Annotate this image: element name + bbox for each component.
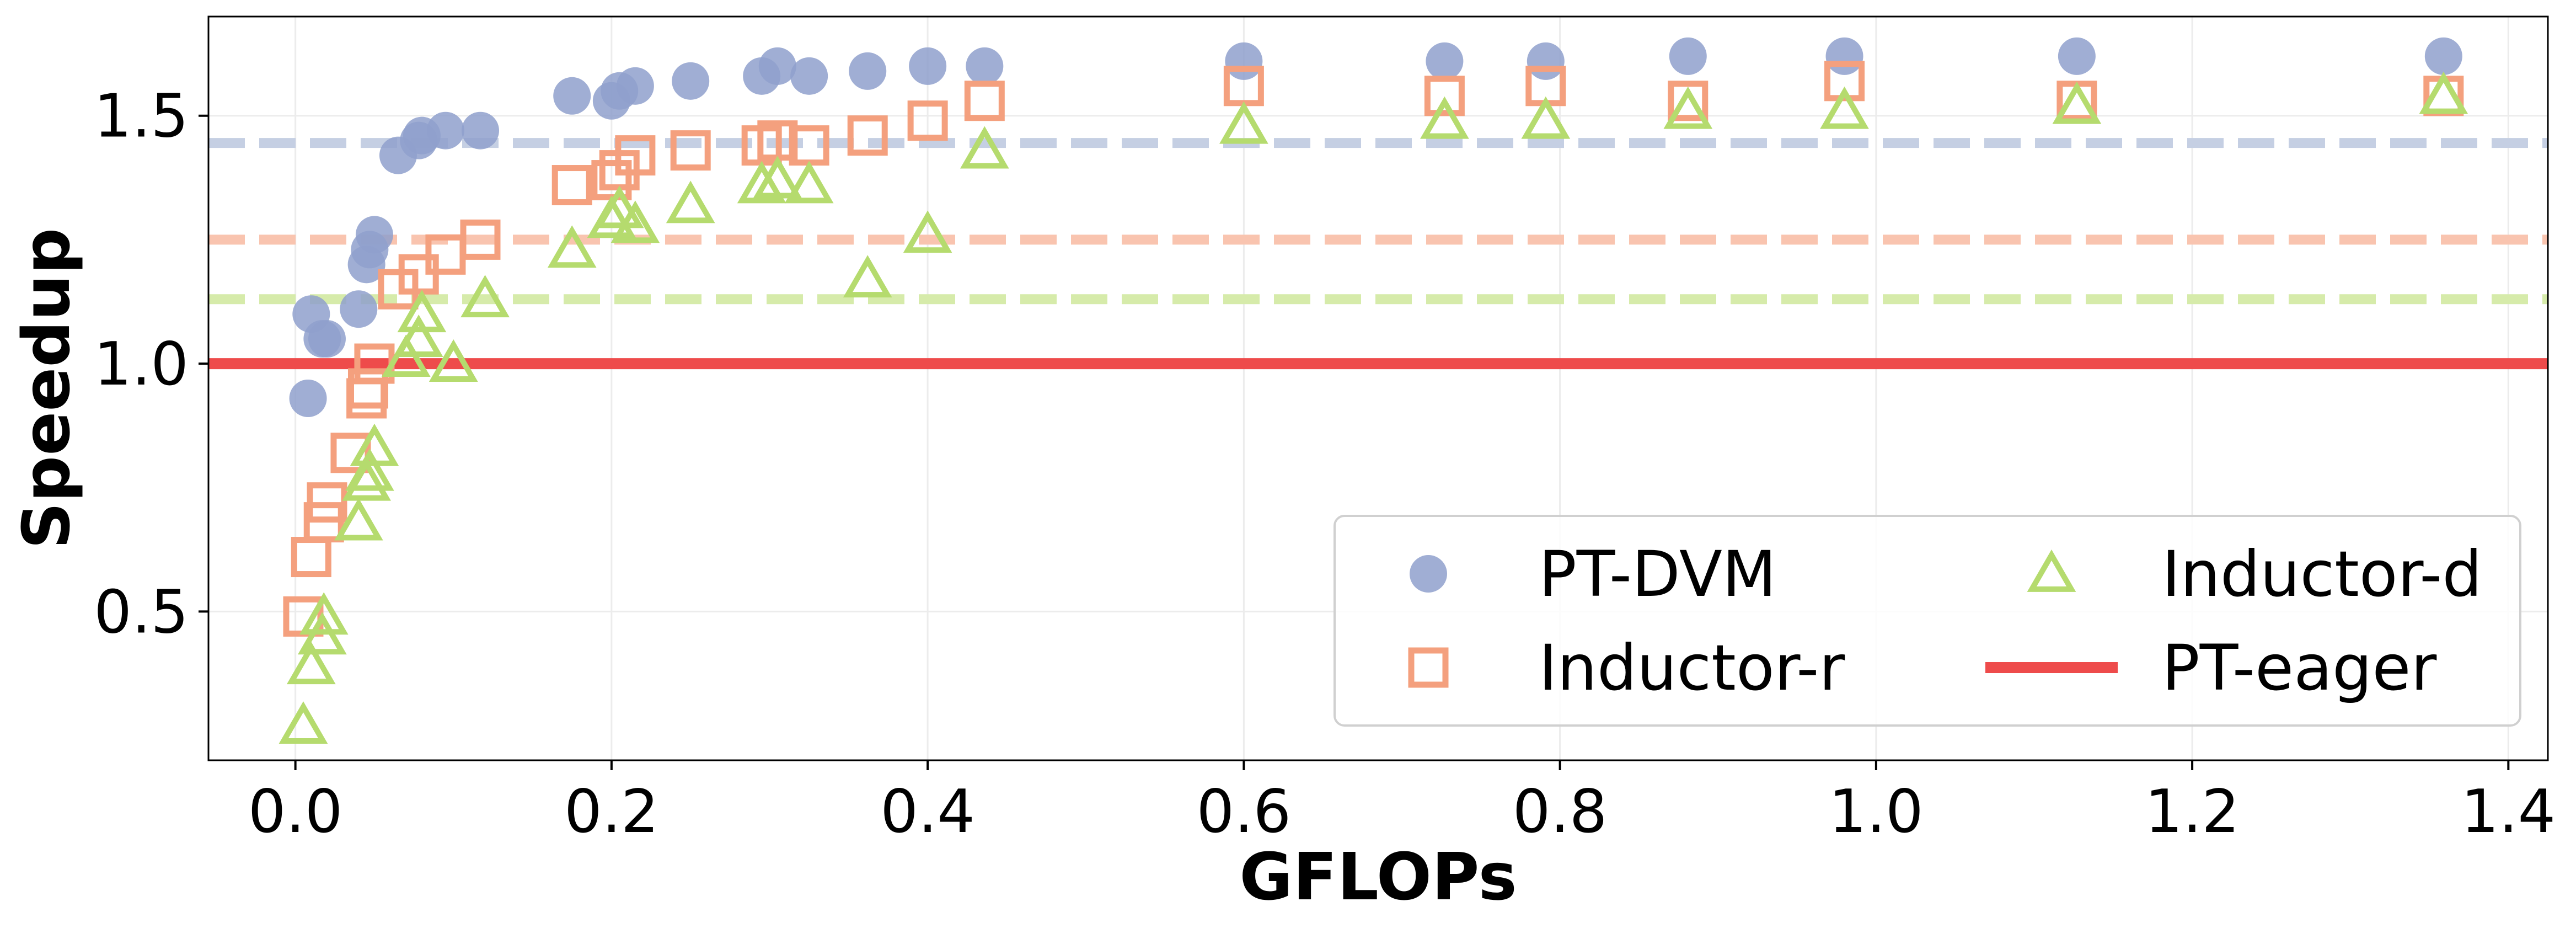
point-pt-dvm xyxy=(1825,37,1863,75)
point-inductor-d xyxy=(334,498,383,541)
x-tick-label: 0.8 xyxy=(1513,777,1608,846)
point-inductor-d xyxy=(1219,101,1268,144)
point-inductor-r xyxy=(307,482,347,523)
data-marks xyxy=(279,37,2468,744)
point-inductor-d xyxy=(286,642,336,685)
y-tick-label: 1.0 xyxy=(94,330,189,399)
point-inductor-d xyxy=(666,180,715,223)
point-pt-dvm xyxy=(849,52,887,90)
point-pt-dvm xyxy=(790,57,828,95)
point-inductor-d xyxy=(595,185,644,228)
point-pt-dvm xyxy=(340,290,378,328)
plot-frame xyxy=(207,15,2549,761)
y-tick-label: 1.5 xyxy=(94,82,189,151)
point-inductor-d xyxy=(1820,86,1869,129)
point-inductor-d xyxy=(460,275,510,318)
legend-swatch-inductor-r xyxy=(1408,647,1449,688)
point-inductor-r xyxy=(1668,81,1709,121)
point-pt-dvm xyxy=(553,77,591,115)
point-pt-dvm xyxy=(966,47,1004,85)
point-inductor-d xyxy=(299,592,349,635)
y-tick-label: 0.5 xyxy=(94,578,189,647)
point-inductor-d xyxy=(737,161,786,204)
point-inductor-d xyxy=(1521,96,1571,139)
point-pt-dvm xyxy=(758,47,796,85)
point-inductor-r xyxy=(291,537,331,578)
point-inductor-r xyxy=(670,130,711,171)
point-inductor-d xyxy=(547,225,597,268)
point-pt-dvm xyxy=(426,111,464,150)
x-tick-label: 0.4 xyxy=(880,777,975,846)
point-inductor-d xyxy=(610,200,660,243)
legend-label-pt-dvm: PT-DVM xyxy=(1539,537,1776,611)
x-tick-label: 1.4 xyxy=(2461,777,2556,846)
point-inductor-d xyxy=(350,423,399,466)
legend-swatch-pt-dvm xyxy=(1410,555,1447,593)
x-tick-label: 0.0 xyxy=(248,777,343,846)
point-pt-dvm xyxy=(289,379,327,417)
x-tick-label: 0.2 xyxy=(564,777,659,846)
point-inductor-d xyxy=(345,448,394,491)
point-inductor-d xyxy=(960,126,1009,169)
point-inductor-r xyxy=(346,378,387,419)
point-pt-dvm xyxy=(2058,37,2096,75)
point-inductor-d xyxy=(753,156,802,199)
point-inductor-r xyxy=(1824,61,1865,102)
x-axis-ticks: 0.0 0.2 0.4 0.6 0.8 1.0 1.2 1.4 xyxy=(248,760,2556,846)
point-inductor-r xyxy=(551,165,592,206)
x-tick-label: 1.2 xyxy=(2145,777,2240,846)
point-pt-dvm xyxy=(308,320,346,358)
point-pt-dvm xyxy=(1225,42,1263,80)
point-inductor-d xyxy=(381,334,431,377)
legend-label-pt-eager: PT-eager xyxy=(2162,631,2437,705)
point-inductor-d xyxy=(429,339,478,382)
point-pt-dvm xyxy=(672,62,710,100)
point-inductor-r xyxy=(1424,76,1465,116)
x-axis-title: GFLOPs xyxy=(1239,839,1517,915)
point-pt-dvm xyxy=(616,67,654,105)
point-inductor-r xyxy=(847,115,888,156)
point-inductor-d xyxy=(903,210,952,253)
point-inductor-d xyxy=(279,701,328,744)
y-axis-ticks: 0.5 1.0 1.5 xyxy=(94,82,208,647)
x-tick-label: 1.0 xyxy=(1829,777,1924,846)
point-inductor-d xyxy=(843,255,892,298)
point-inductor-d xyxy=(394,314,443,358)
legend-swatch-inductor-d xyxy=(2027,549,2076,592)
point-inductor-r xyxy=(615,135,656,176)
reference-lines xyxy=(208,138,2548,370)
point-inductor-d xyxy=(1420,96,1469,139)
point-inductor-d xyxy=(784,161,834,204)
point-inductor-d xyxy=(298,612,347,655)
point-inductor-d xyxy=(2419,71,2468,114)
point-pt-dvm xyxy=(1426,42,1464,80)
y-axis-title: Speedup xyxy=(8,228,84,549)
legend-label-inductor-d: Inductor-d xyxy=(2162,537,2482,611)
legend-box xyxy=(1333,515,2521,727)
point-pt-dvm xyxy=(355,216,393,254)
point-inductor-d xyxy=(397,290,447,333)
point-pt-dvm xyxy=(1669,37,1707,75)
point-pt-dvm xyxy=(461,111,499,150)
x-tick-label: 0.6 xyxy=(1196,777,1291,846)
legend: PT-DVM Inductor-d Inductor-r PT-eager xyxy=(1333,515,2521,727)
point-inductor-r xyxy=(460,219,501,260)
point-inductor-d xyxy=(2052,81,2102,124)
point-inductor-r xyxy=(907,100,948,141)
point-pt-dvm xyxy=(909,47,947,85)
point-inductor-d xyxy=(1663,86,1713,129)
legend-label-inductor-r: Inductor-r xyxy=(1539,631,1845,705)
point-inductor-r xyxy=(347,368,388,409)
point-pt-dvm xyxy=(2424,37,2462,75)
point-pt-dvm xyxy=(1527,42,1565,80)
point-inductor-r xyxy=(964,81,1005,121)
